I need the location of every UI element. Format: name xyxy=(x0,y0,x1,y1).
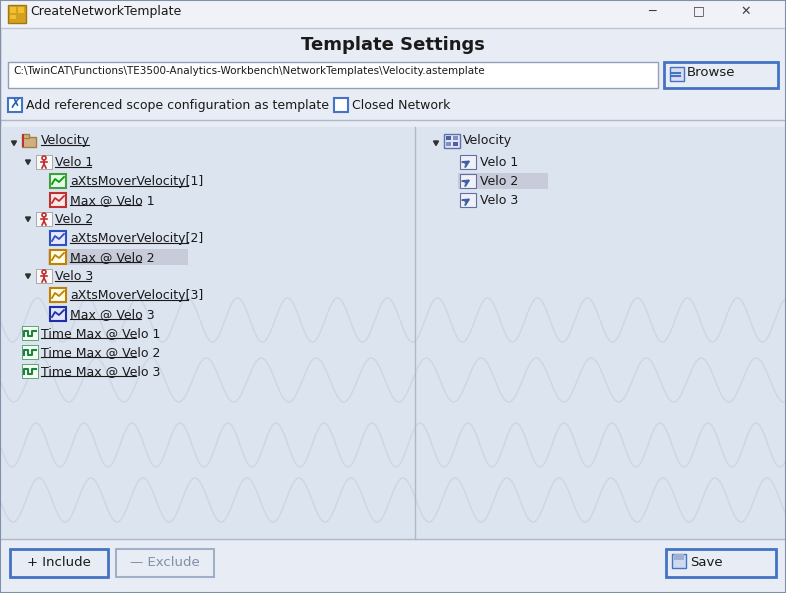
Bar xyxy=(10,7,16,13)
Bar xyxy=(0,0,786,28)
Bar xyxy=(444,134,460,148)
Bar xyxy=(458,173,548,189)
Text: aXtsMoverVelocity[3]: aXtsMoverVelocity[3] xyxy=(70,289,204,302)
Bar xyxy=(453,136,458,140)
Polygon shape xyxy=(25,160,31,164)
Bar xyxy=(666,549,776,577)
Text: C:\TwinCAT\Functions\TE3500-Analytics-Workbench\NetworkTemplates\Velocity.astemp: C:\TwinCAT\Functions\TE3500-Analytics-Wo… xyxy=(13,66,485,76)
Bar xyxy=(664,62,778,88)
Bar xyxy=(446,136,451,140)
Polygon shape xyxy=(12,141,17,145)
Text: Velo 1: Velo 1 xyxy=(55,156,94,169)
Bar xyxy=(22,137,36,147)
Bar xyxy=(22,134,29,138)
Bar xyxy=(50,193,66,207)
Text: Velo 2: Velo 2 xyxy=(55,213,94,226)
Bar xyxy=(36,212,52,226)
Text: Max @ Velo 1: Max @ Velo 1 xyxy=(70,194,155,207)
Bar xyxy=(36,155,52,169)
Text: Add referenced scope configuration as template: Add referenced scope configuration as te… xyxy=(26,99,329,112)
Bar xyxy=(22,364,38,378)
Bar xyxy=(8,62,658,88)
Text: Time Max @ Velo 1: Time Max @ Velo 1 xyxy=(41,327,160,340)
Text: Velo 2: Velo 2 xyxy=(480,175,518,188)
Bar xyxy=(50,307,66,321)
Text: Time Max @ Velo 2: Time Max @ Velo 2 xyxy=(41,346,160,359)
Bar xyxy=(416,127,786,539)
Bar xyxy=(670,67,684,81)
Text: Time Max @ Velo 3: Time Max @ Velo 3 xyxy=(41,365,160,378)
Text: Save: Save xyxy=(690,556,722,569)
Polygon shape xyxy=(434,141,439,145)
Bar xyxy=(50,250,66,264)
Bar xyxy=(48,249,188,265)
Text: Velo 3: Velo 3 xyxy=(480,194,518,207)
Bar xyxy=(672,554,686,568)
Text: + Include: + Include xyxy=(27,556,91,569)
Bar xyxy=(116,549,214,577)
Polygon shape xyxy=(25,217,31,222)
Bar xyxy=(674,554,684,560)
Bar xyxy=(460,193,476,207)
Text: Browse: Browse xyxy=(687,66,736,79)
Bar xyxy=(446,142,451,146)
Bar xyxy=(50,288,66,302)
Text: Closed Network: Closed Network xyxy=(352,99,450,112)
Text: ─: ─ xyxy=(648,5,656,18)
Text: Velocity: Velocity xyxy=(41,134,90,147)
Bar xyxy=(0,539,786,593)
Bar xyxy=(8,5,26,23)
Bar xyxy=(460,155,476,169)
Bar xyxy=(0,127,415,539)
Text: ✗: ✗ xyxy=(9,97,20,111)
Text: Velo 3: Velo 3 xyxy=(55,270,94,283)
Bar xyxy=(50,174,66,188)
Bar xyxy=(10,549,108,577)
Text: Velocity: Velocity xyxy=(463,134,512,147)
Text: Velo 1: Velo 1 xyxy=(480,156,518,169)
Bar xyxy=(460,174,476,188)
Bar xyxy=(36,269,52,283)
Text: Max @ Velo 3: Max @ Velo 3 xyxy=(70,308,155,321)
Text: CreateNetworkTemplate: CreateNetworkTemplate xyxy=(30,5,182,18)
Bar xyxy=(22,134,24,147)
Bar xyxy=(8,98,22,112)
Text: — Exclude: — Exclude xyxy=(130,556,200,569)
Text: Template Settings: Template Settings xyxy=(301,36,485,54)
Bar xyxy=(10,15,16,19)
Bar xyxy=(334,98,348,112)
Text: aXtsMoverVelocity[1]: aXtsMoverVelocity[1] xyxy=(70,175,204,188)
Text: Max @ Velo 2: Max @ Velo 2 xyxy=(70,251,155,264)
Text: aXtsMoverVelocity[2]: aXtsMoverVelocity[2] xyxy=(70,232,204,245)
Text: □: □ xyxy=(693,4,705,17)
Bar xyxy=(18,7,24,13)
Bar xyxy=(453,142,458,146)
Text: ✕: ✕ xyxy=(740,5,751,18)
Polygon shape xyxy=(25,274,31,279)
Bar xyxy=(22,345,38,359)
Bar xyxy=(22,326,38,340)
Bar xyxy=(50,231,66,245)
